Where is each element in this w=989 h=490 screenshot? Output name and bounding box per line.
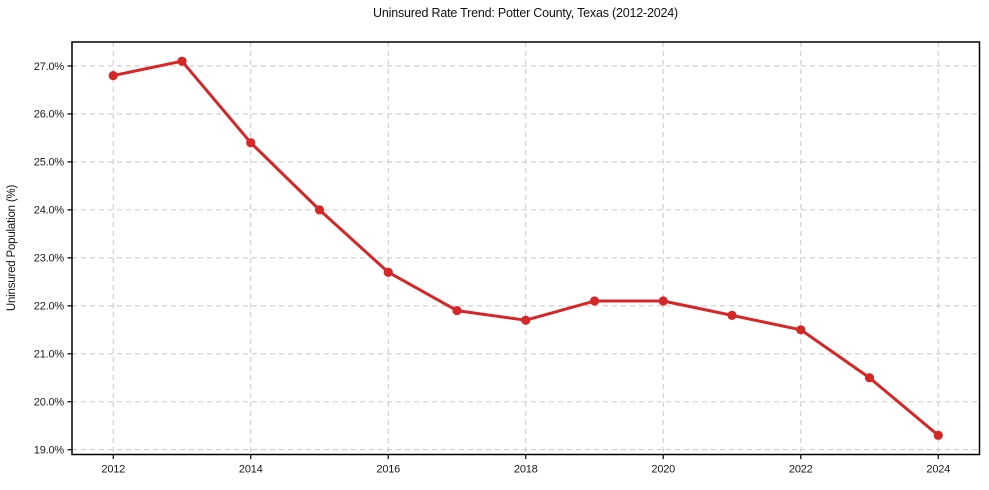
x-tick-label: 2020 xyxy=(651,464,675,476)
y-tick-label: 21.0% xyxy=(34,349,65,361)
data-point xyxy=(108,70,118,81)
x-tick-label: 2014 xyxy=(239,464,263,476)
y-tick-label: 24.0% xyxy=(34,205,65,217)
x-tick-label: 2012 xyxy=(101,464,125,476)
chart-title: Uninsured Rate Trend: Potter County, Tex… xyxy=(373,6,678,20)
y-axis-title: Uninsured Population (%) xyxy=(6,184,18,312)
data-point xyxy=(246,138,256,148)
data-point xyxy=(177,56,187,66)
y-tick-label: 20.0% xyxy=(34,397,65,409)
y-tick-label: 23.0% xyxy=(34,253,65,265)
x-tick-label: 2024 xyxy=(926,464,950,476)
data-point xyxy=(521,315,531,325)
x-tick-label: 2016 xyxy=(376,464,400,476)
x-tick-label: 2018 xyxy=(514,464,538,476)
data-point xyxy=(589,296,600,306)
x-tick-label: 2022 xyxy=(789,464,813,476)
data-point xyxy=(727,310,737,321)
data-point xyxy=(658,296,668,306)
data-point xyxy=(933,430,943,440)
data-point xyxy=(796,325,806,335)
data-point xyxy=(864,373,875,383)
y-tick-label: 19.0% xyxy=(34,445,65,457)
data-point xyxy=(314,205,325,215)
y-tick-label: 22.0% xyxy=(34,301,65,313)
plot-border xyxy=(71,41,981,456)
data-point xyxy=(383,267,393,277)
y-tick-label: 25.0% xyxy=(34,157,65,169)
data-point xyxy=(452,306,462,316)
y-tick-label: 27.0% xyxy=(34,61,65,73)
y-tick-label: 26.0% xyxy=(34,109,65,121)
